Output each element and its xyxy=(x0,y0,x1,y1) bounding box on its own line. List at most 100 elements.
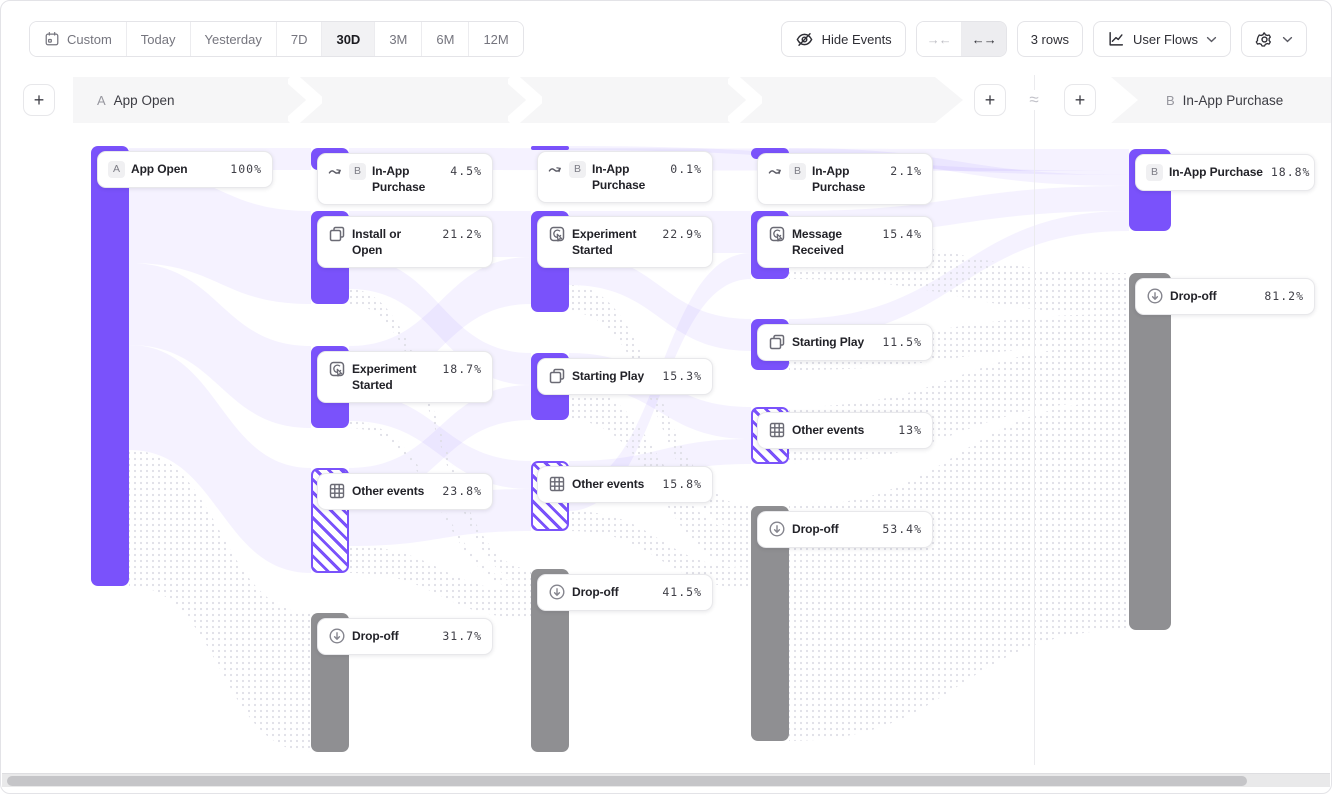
canvas-divider xyxy=(1034,75,1035,765)
node-card-starting-play[interactable]: Starting Play 11.5% xyxy=(757,324,933,361)
node-label: Drop-off xyxy=(1170,289,1217,303)
node-card-experiment-started[interactable]: Experiment Started 22.9% xyxy=(537,216,713,268)
toolbar-right-group: Hide Events →← ←→ 3 rows User Flows xyxy=(780,21,1307,57)
event-badge: B xyxy=(789,163,806,180)
flow-ribbon xyxy=(129,170,311,304)
node-card-experiment-started[interactable]: Experiment Started 18.7% xyxy=(317,351,493,403)
date-range-12m[interactable]: 12M xyxy=(469,22,523,56)
copy-icon xyxy=(549,368,565,384)
node-card-app-open[interactable]: A App Open 100% xyxy=(97,151,273,188)
settings-button[interactable] xyxy=(1241,21,1307,57)
node-percentage: 41.5% xyxy=(662,585,702,599)
node-bar-app-open[interactable] xyxy=(91,146,129,586)
node-label: Experiment Started xyxy=(572,227,637,257)
node-card-message-received[interactable]: Message Received 15.4% xyxy=(757,216,933,268)
node-card-in-app-purchase[interactable]: B In-App Purchase 2.1% xyxy=(757,153,933,205)
expand-columns-button[interactable]: ←→ xyxy=(960,22,1006,56)
node-label: Install or Open xyxy=(352,227,402,257)
node-card-in-app-purchase[interactable]: B In-App Purchase 4.5% xyxy=(317,153,493,205)
node-label: In-App Purchase xyxy=(1169,165,1263,179)
hide-events-button[interactable]: Hide Events xyxy=(780,21,906,57)
flow-ribbon xyxy=(789,401,1129,741)
node-card-drop-off[interactable]: Drop-off 53.4% xyxy=(757,511,933,548)
add-end-step-button[interactable]: + xyxy=(1064,84,1096,116)
node-percentage: 18.8% xyxy=(1270,165,1311,179)
node-label: Other events xyxy=(792,423,865,437)
node-bar-in-app-purchase[interactable] xyxy=(531,146,569,150)
node-percentage: 15.8% xyxy=(662,477,702,491)
flow-ribbon xyxy=(349,289,531,584)
calendar-icon xyxy=(45,31,59,46)
collapse-columns-button[interactable]: →← xyxy=(916,22,961,56)
spacing-segmented-control: →← ←→ xyxy=(915,21,1007,57)
node-card-install-or-open[interactable]: Install or Open 21.2% xyxy=(317,216,493,268)
rows-button[interactable]: 3 rows xyxy=(1016,21,1083,57)
date-range-30d[interactable]: 30D xyxy=(322,22,376,56)
event-badge: B xyxy=(349,163,366,180)
node-percentage: 2.1% xyxy=(890,164,922,178)
scrollbar-thumb[interactable] xyxy=(7,776,1247,786)
band-chevron-icon xyxy=(508,77,542,123)
add-start-step-button[interactable]: + xyxy=(23,84,55,116)
gear-icon xyxy=(1255,31,1271,47)
node-bar-drop-off[interactable] xyxy=(1129,273,1171,630)
flow-ribbon xyxy=(129,263,311,428)
date-range-yesterday[interactable]: Yesterday xyxy=(190,22,277,56)
event-badge: B xyxy=(1146,164,1163,181)
node-card-drop-off[interactable]: Drop-off 31.7% xyxy=(317,618,493,655)
drop-off-icon xyxy=(769,521,785,537)
flow-arrow-icon xyxy=(768,169,782,175)
end-event-badge: B xyxy=(1166,92,1175,108)
flow-arrow-icon xyxy=(328,169,342,175)
end-event-label: B In-App Purchase xyxy=(1166,77,1283,123)
node-card-other-events[interactable]: Other events 15.8% xyxy=(537,466,713,503)
copy-icon xyxy=(769,334,785,350)
copy-icon xyxy=(329,226,345,242)
node-label: Message Received xyxy=(792,227,844,257)
node-label: Starting Play xyxy=(572,369,645,383)
node-label: Drop-off xyxy=(352,629,399,643)
end-event-band[interactable] xyxy=(1111,77,1331,123)
chevron-down-icon xyxy=(1282,36,1293,42)
date-range-label: 12M xyxy=(483,31,509,47)
node-label: Other events xyxy=(572,477,645,491)
date-range-3m[interactable]: 3M xyxy=(375,22,423,56)
node-percentage: 23.8% xyxy=(442,484,482,498)
experiment-icon xyxy=(329,361,345,377)
band-chevron-icon xyxy=(288,77,322,123)
node-card-drop-off[interactable]: Drop-off 41.5% xyxy=(537,574,713,611)
grid-icon xyxy=(549,476,565,492)
node-label: App Open xyxy=(131,162,188,176)
flow-ribbon xyxy=(569,285,751,533)
node-card-other-events[interactable]: Other events 13% xyxy=(757,412,933,449)
node-percentage: 81.2% xyxy=(1264,289,1304,303)
node-label: Experiment Started xyxy=(352,362,417,392)
node-card-in-app-purchase[interactable]: B In-App Purchase 0.1% xyxy=(537,151,713,203)
node-card-starting-play[interactable]: Starting Play 15.3% xyxy=(537,358,713,395)
end-event-name: In-App Purchase xyxy=(1182,92,1284,108)
date-range-label: Today xyxy=(140,31,176,47)
view-selector-button[interactable]: User Flows xyxy=(1092,21,1231,57)
node-percentage: 0.1% xyxy=(670,162,702,176)
node-card-drop-off[interactable]: Drop-off 81.2% xyxy=(1135,278,1315,315)
date-range-6m[interactable]: 6M xyxy=(422,22,470,56)
date-range-label: 6M xyxy=(436,31,455,47)
drop-off-icon xyxy=(329,628,345,644)
date-range-custom[interactable]: Custom xyxy=(30,22,127,56)
chart-icon xyxy=(1109,31,1124,46)
eye-off-icon xyxy=(796,32,813,46)
node-percentage: 11.5% xyxy=(882,335,922,349)
drop-off-icon xyxy=(549,584,565,600)
node-percentage: 15.4% xyxy=(882,227,922,241)
add-middle-step-button[interactable]: + xyxy=(974,84,1006,116)
node-card-in-app-purchase[interactable]: B In-App Purchase 18.8% xyxy=(1135,154,1315,191)
node-card-other-events[interactable]: Other events 23.8% xyxy=(317,473,493,510)
flow-ribbon xyxy=(129,450,311,752)
flow-canvas: A App Open 100% B In-App Purchase 4.5% Install… xyxy=(1,75,1331,769)
node-label: Starting Play xyxy=(792,335,865,349)
date-range-label: Yesterday xyxy=(204,31,262,47)
date-range-today[interactable]: Today xyxy=(126,22,191,56)
date-range-7d[interactable]: 7D xyxy=(276,22,323,56)
date-range-label: 3M xyxy=(389,31,408,47)
